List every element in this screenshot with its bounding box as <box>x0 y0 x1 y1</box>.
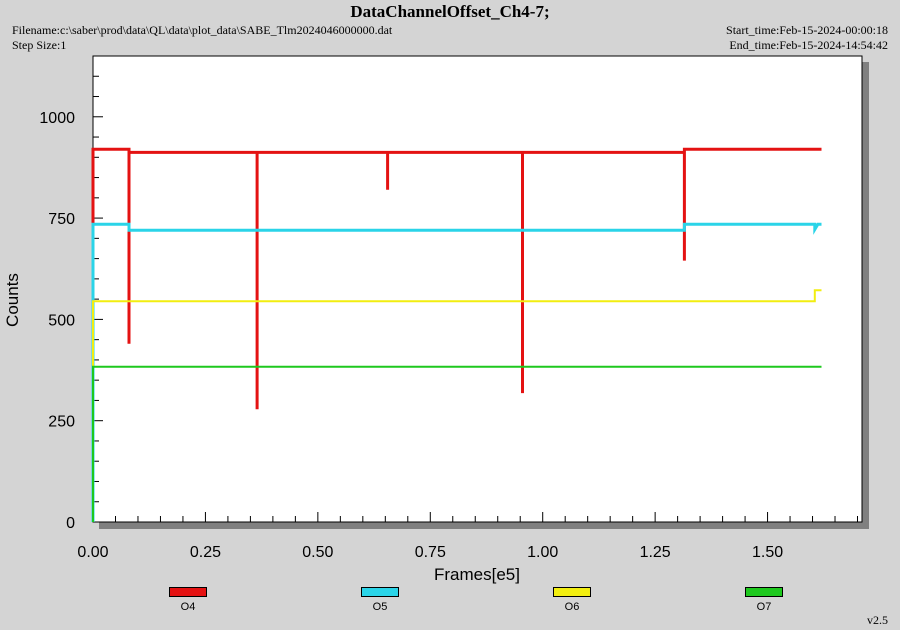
legend-item-o7: O7 <box>724 587 804 613</box>
legend-item-o6: O6 <box>532 587 612 613</box>
y-tick-label: 750 <box>48 211 75 228</box>
y-tick-label: 0 <box>66 515 75 532</box>
series-line-o5 <box>91 222 822 522</box>
x-tick-label: 0.25 <box>190 544 221 561</box>
legend-item-o4: O4 <box>148 587 228 613</box>
legend-item-o5: O5 <box>340 587 420 613</box>
step-size-label: Step Size:1 <box>12 38 67 52</box>
chart-title: DataChannelOffset_Ch4-7; <box>350 2 550 21</box>
legend-swatch-o7 <box>745 587 783 597</box>
x-tick-label: 0.75 <box>415 544 446 561</box>
legend-swatch-o4 <box>169 587 207 597</box>
legend-swatch-o6 <box>553 587 591 597</box>
y-tick-label: 500 <box>48 312 75 329</box>
series-line-o7 <box>92 365 822 522</box>
filename-label: Filename:c:\saber\prod\data\QL\data\plot… <box>12 23 393 37</box>
version-label: v2.5 <box>867 613 888 627</box>
y-axis-label: Counts <box>3 273 22 327</box>
plot-area <box>92 55 863 523</box>
series-line-o4 <box>91 147 822 522</box>
legend-label-o6: O6 <box>564 601 580 613</box>
x-tick-label: 0.50 <box>302 544 333 561</box>
x-tick-label: 1.00 <box>527 544 558 561</box>
end-time-label: End_time:Feb-15-2024-14:54:42 <box>729 38 888 52</box>
legend-label-o4: O4 <box>180 601 196 613</box>
legend-swatch-o5 <box>361 587 399 597</box>
x-axis-label: Frames[e5] <box>434 565 520 584</box>
x-tick-label: 0.00 <box>77 544 108 561</box>
y-tick-label: 1000 <box>39 110 75 127</box>
legend-label-o7: O7 <box>756 601 772 613</box>
legend-label-o5: O5 <box>372 601 388 613</box>
x-tick-label: 1.25 <box>640 544 671 561</box>
y-tick-label: 250 <box>48 414 75 431</box>
start-time-label: Start_time:Feb-15-2024-00:00:18 <box>726 23 888 37</box>
x-tick-label: 1.50 <box>752 544 783 561</box>
